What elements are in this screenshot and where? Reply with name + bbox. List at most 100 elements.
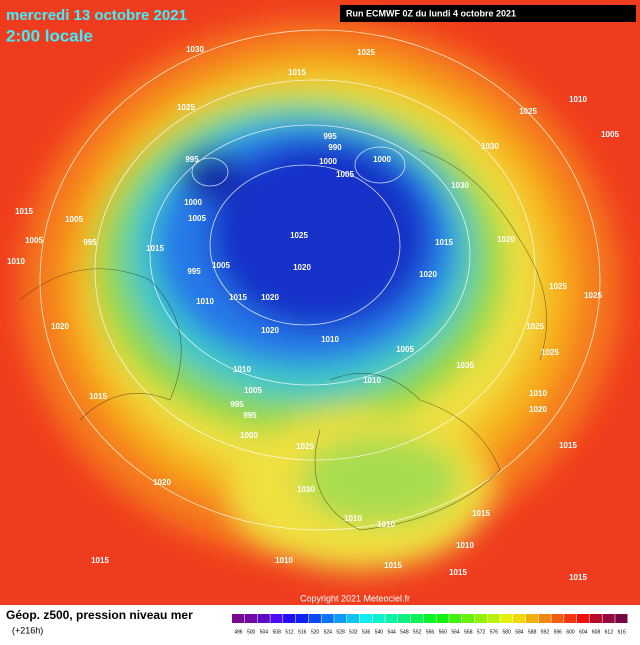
- scale-label: 548: [400, 629, 409, 635]
- scale-swatch: [513, 614, 526, 623]
- isobar-label: 1005: [396, 345, 414, 354]
- scale-swatch: [436, 614, 449, 623]
- isobar-label: 1015: [435, 238, 453, 247]
- scale-swatch: [461, 614, 475, 623]
- isobar-label: 995: [83, 238, 97, 247]
- isobar-label: 990: [328, 143, 342, 152]
- scale-label: 500: [247, 629, 256, 635]
- scale-swatch: [334, 614, 347, 623]
- scale-label: 528: [336, 629, 345, 635]
- isobar-label: 1030: [297, 485, 315, 494]
- scale-label: 540: [375, 629, 384, 635]
- isobar-label: 1025: [177, 103, 195, 112]
- run-box: [340, 5, 636, 22]
- date: mercredi 13 octobre 2021: [6, 7, 187, 24]
- isobar-label: 1025: [549, 282, 567, 291]
- scale-label: 576: [490, 629, 499, 635]
- color-scale: 496 500 504 508 512 516 520 524 528 532 536 540 544 5…: [232, 614, 628, 635]
- isobar-label: 1025: [357, 48, 375, 57]
- isobar-label: 1010: [377, 520, 395, 529]
- scale-swatch: [449, 614, 462, 623]
- scale-swatch: [283, 614, 296, 623]
- isobar-label: 1025: [584, 291, 602, 300]
- isobar-label: 1030: [451, 181, 469, 190]
- isobar-label: 1015: [288, 68, 306, 77]
- isobar-label: 1010: [196, 297, 214, 306]
- isobar-label: 1000: [373, 155, 391, 164]
- isobar-label: 1015: [89, 392, 107, 401]
- isobar-label: 1020: [261, 326, 279, 335]
- isobar-label: 1015: [91, 556, 109, 565]
- isobar-label: 1020: [261, 293, 279, 302]
- isobar-label: 995: [230, 400, 244, 409]
- scale-label: 512: [285, 629, 294, 635]
- isobar-label: 995: [323, 132, 337, 141]
- scale-swatch: [244, 614, 258, 623]
- scale-label: 560: [439, 629, 448, 635]
- scale-swatch: [346, 614, 360, 623]
- scale-swatch: [423, 614, 436, 623]
- isobar-label: 1015: [472, 509, 490, 518]
- isobar-label: 1005: [601, 130, 619, 139]
- isobar-label: 1010: [233, 365, 251, 374]
- scale-swatch: [564, 614, 577, 623]
- scale-swatch: [321, 614, 334, 623]
- isobar-label: 1020: [529, 405, 547, 414]
- scale-swatch: [576, 614, 590, 623]
- scale-swatch: [257, 614, 270, 623]
- isobar-label: 1005: [212, 261, 230, 270]
- scale-swatch: [385, 614, 398, 623]
- scale-label: 516: [298, 629, 307, 635]
- scale-label: 584: [515, 629, 524, 635]
- isobar-label: 1005: [188, 214, 206, 223]
- isobar-label: 1005: [25, 236, 43, 245]
- isobar-label: 1000: [240, 431, 258, 440]
- isobar-label: 1015: [559, 441, 577, 450]
- scale-label: 544: [388, 629, 397, 635]
- scale-label: 524: [324, 629, 333, 635]
- lead-time: (+216h): [12, 625, 43, 635]
- isobar-label: 1005: [244, 386, 262, 395]
- scale-label: 600: [566, 629, 575, 635]
- isobar-label: 1005: [65, 215, 83, 224]
- isobar-label: 1010: [7, 257, 25, 266]
- isobar-label: 995: [243, 411, 257, 420]
- scale-label: 508: [273, 629, 282, 635]
- scale-label: 592: [541, 629, 550, 635]
- scale-swatch: [525, 614, 539, 623]
- time: 2:00 locale: [6, 26, 93, 45]
- isobar-label: 1010: [529, 389, 547, 398]
- copyright: Copyright 2021 Meteociel.fr: [300, 593, 410, 603]
- isobar-label: 1000: [319, 157, 337, 166]
- scale-label: 520: [311, 629, 320, 635]
- scale-label: 572: [477, 629, 486, 635]
- scale-label: 552: [413, 629, 422, 635]
- scale-label: 556: [426, 629, 435, 635]
- isobar-label: 1025: [526, 322, 544, 331]
- isobar-label: 995: [185, 155, 199, 164]
- isobar-label: 1010: [321, 335, 339, 344]
- isobar-label: 1010: [363, 376, 381, 385]
- scale-label: 536: [362, 629, 371, 635]
- isobar-label: 1020: [51, 322, 69, 331]
- footer-title: Géop. z500, pression niveau mer: [6, 608, 193, 622]
- coastlines: [19, 149, 547, 531]
- scale-label: 568: [464, 629, 473, 635]
- scale-label: 580: [502, 629, 511, 635]
- scale-swatch: [398, 614, 411, 623]
- isobar-label: 1020: [293, 263, 311, 272]
- scale-label: 564: [451, 629, 460, 635]
- scale-label: 532: [349, 629, 358, 635]
- isobar-label: 1015: [229, 293, 247, 302]
- isobar-label: 1015: [146, 244, 164, 253]
- scale-swatch: [500, 614, 513, 623]
- isobar-label: 1025: [541, 348, 559, 357]
- isobar-label: 1015: [15, 207, 33, 216]
- scale-swatch: [410, 614, 424, 623]
- isobar-label: 1025: [290, 231, 308, 240]
- isobar-label: 1010: [569, 95, 587, 104]
- scale-label: 604: [579, 629, 588, 635]
